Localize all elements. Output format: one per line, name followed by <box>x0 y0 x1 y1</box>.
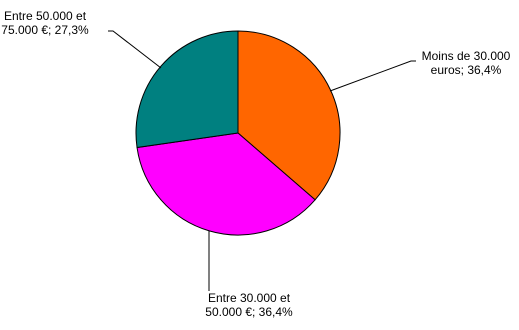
data-label-3: Entre 50.000 et 75.000 €; 27,3% <box>1 9 89 37</box>
leader-line-1 <box>329 60 416 92</box>
data-label-2-line-2: 50.000 €; 36,4% <box>205 305 293 319</box>
leader-lines <box>108 30 416 291</box>
data-label-2-line-1: Entre 30.000 et <box>208 291 291 305</box>
data-label-3-line-2: 75.000 €; 27,3% <box>1 23 89 37</box>
pie-slice-3 <box>135 30 239 149</box>
data-label-1-line-1: Moins de 30.000 <box>422 49 511 63</box>
data-label-1-line-2: euros; 36,4% <box>431 63 502 77</box>
leader-line-3 <box>108 30 162 69</box>
data-label-1: Moins de 30.000 euros; 36,4% <box>422 49 511 77</box>
data-labels: Moins de 30.000 euros; 36,4% Entre 30.000 … <box>1 9 510 319</box>
data-label-2: Entre 30.000 et 50.000 €; 36,4% <box>205 291 293 319</box>
pie-slice-2 <box>136 132 316 236</box>
pie-slices <box>135 30 341 236</box>
data-label-3-line-1: Entre 50.000 et <box>4 9 87 23</box>
